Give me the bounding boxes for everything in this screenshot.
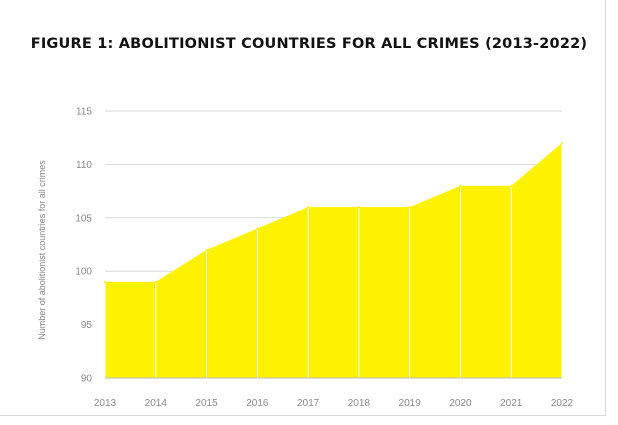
data-point [459, 184, 462, 187]
data-point [510, 184, 513, 187]
y-tick-label: 110 [76, 160, 92, 171]
area-series [105, 143, 562, 378]
y-tick-label: 105 [75, 213, 92, 224]
x-tick-label: 2016 [246, 398, 269, 409]
data-point [154, 280, 157, 283]
data-point [256, 227, 259, 230]
data-point [357, 206, 360, 209]
x-tick-label: 2022 [551, 398, 574, 409]
y-tick-label: 95 [81, 320, 93, 331]
y-tick-label: 115 [76, 107, 92, 118]
x-tick-label: 2017 [297, 398, 320, 409]
data-point [307, 206, 310, 209]
y-tick-label: 90 [81, 374, 93, 385]
x-tick-label: 2021 [500, 398, 523, 409]
x-tick-label: 2019 [399, 398, 422, 409]
data-point [561, 142, 563, 145]
data-point [408, 206, 411, 209]
x-tick-label: 2014 [145, 398, 168, 409]
data-point [205, 248, 208, 251]
y-tick-label: 100 [75, 267, 92, 278]
x-tick-label: 2013 [94, 398, 117, 409]
x-tick-label: 2015 [195, 398, 218, 409]
chart-frame [0, 0, 606, 416]
data-point [104, 280, 106, 283]
x-tick-label: 2018 [348, 398, 371, 409]
x-tick-label: 2020 [449, 398, 472, 409]
chart-title: FIGURE 1: ABOLITIONIST COUNTRIES FOR ALL… [30, 36, 588, 52]
